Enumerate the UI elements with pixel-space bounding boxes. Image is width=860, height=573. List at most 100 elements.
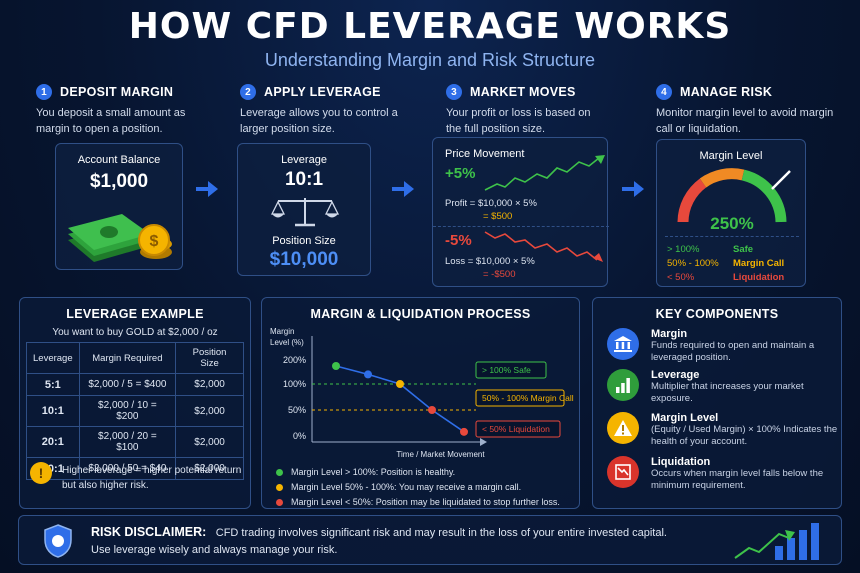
disclaimer-label: RISK DISCLAIMER: (91, 525, 207, 539)
step-number: 4 (656, 84, 672, 100)
table-row: 50:1 $2,000 / 50 = $40 $2,000 (26, 457, 244, 480)
margin-level-value: 250% (710, 214, 754, 233)
data-point (428, 406, 436, 414)
table-cell: $2,000 (175, 457, 244, 480)
account-balance-value: $1,000 (89, 171, 149, 192)
down-trend-icon (607, 456, 639, 488)
component-title: Leverage (651, 369, 700, 381)
step-title: MANAGE RISK (680, 85, 773, 99)
margin-level-line (335, 365, 465, 433)
table-header: Leverage (26, 342, 80, 374)
table-cell: $2,000 (175, 426, 244, 458)
component-margin-level: Margin Level (Equity / Used Margin) × 100… (607, 412, 847, 449)
profit-formula: Profit = $10,000 × 5% (445, 198, 537, 209)
table-row: 20:1 $2,000 / 20 = $100 $2,000 (26, 426, 244, 458)
price-movement-title: Price Movement (445, 148, 525, 160)
profit-result: = $500 (483, 211, 513, 222)
component-title: Liquidation (651, 456, 711, 468)
step-number: 3 (446, 84, 462, 100)
gauge-range-safe: > 100% (667, 244, 700, 255)
axis-arrow-icon (480, 438, 487, 446)
table-cell: 5:1 (26, 373, 80, 396)
table-cell: $2,000 / 10 = $200 (78, 395, 177, 427)
warning-icon (607, 412, 639, 444)
component-title: Margin Level (651, 412, 719, 424)
disclaimer-text-line2: Use leverage wisely and always manage yo… (91, 544, 338, 556)
loss-formula: Loss = $10,000 × 5% (445, 256, 535, 267)
step-title: DEPOSIT MARGIN (60, 85, 174, 99)
y-tick-label: 50% (288, 405, 306, 415)
gauge-range-liquidation: < 50% (667, 272, 695, 283)
disclaimer-text: CFD trading involves significant risk an… (215, 527, 667, 539)
step-description: Monitor margin level to avoid margin cal… (656, 107, 834, 135)
process-title: MARGIN & LIQUIDATION PROCESS (310, 307, 531, 321)
alert-icon: ! (30, 462, 52, 484)
table-cell: 20:1 (26, 426, 80, 458)
margin-gauge (677, 168, 791, 223)
yellow-dot-icon (276, 483, 283, 491)
step-title: MARKET MOVES (470, 85, 576, 99)
table-row: 5:1 $2,000 / 5 = $400 $2,000 (26, 373, 244, 396)
table-cell: $2,000 / 5 = $400 (78, 373, 177, 396)
position-size-label: Position Size (272, 235, 336, 247)
table-header: Margin Required (78, 342, 177, 374)
scale-icon (270, 198, 340, 227)
arrow-right-icon (622, 181, 644, 197)
bank-icon (607, 328, 639, 360)
step-number: 1 (36, 84, 52, 100)
down-trend-icon (484, 231, 603, 262)
threshold-tag-box (475, 420, 561, 438)
gauge-status-margin-call: Margin Call (733, 258, 785, 269)
component-margin: Margin Funds required to open and maintai… (607, 328, 847, 365)
leverage-example-intro: You want to buy GOLD at $2,000 / oz (52, 327, 218, 338)
loss-percent: -5% (445, 232, 472, 249)
step-description: Leverage allows you to control a larger … (240, 107, 398, 135)
leverage-label: Leverage (281, 154, 327, 166)
key-components-title: KEY COMPONENTS (655, 307, 779, 321)
up-trend-icon (484, 155, 605, 191)
data-point (332, 362, 340, 370)
red-dot-icon (276, 498, 283, 506)
y-axis-label: Margin (270, 327, 294, 336)
table-header: Position Size (175, 342, 244, 374)
risk-disclaimer: RISK DISCLAIMER: CFD trading involves si… (18, 515, 842, 565)
legend-item: Margin Level > 100%: Position is healthy… (276, 467, 560, 477)
component-title: Margin (651, 328, 688, 340)
loss-result: = -$500 (483, 269, 516, 280)
margin-level-chart: Margin Level (%) 200% 100% 50% 0% > 100% Saf… (270, 327, 574, 446)
growth-chart-icon (734, 523, 819, 560)
component-description: Multiplier that increases your market ex… (651, 381, 804, 405)
data-point (396, 380, 404, 388)
margin-level-title: Margin Level (699, 150, 763, 162)
divider (665, 236, 799, 237)
table-cell: $2,000 (175, 395, 244, 427)
margin-process-panel: MARGIN & LIQUIDATION PROCESS Margin Leve… (261, 297, 580, 509)
legend-item: Margin Level < 50%: Position may be liqu… (276, 497, 560, 507)
component-description: Occurs when margin level falls below the… (651, 468, 824, 492)
step-title: APPLY LEVERAGE (264, 85, 381, 99)
leverage-card: Leverage 10:1 Position Size $10,000 (237, 143, 371, 276)
threshold-tag: < 50% Liquidation (482, 424, 550, 434)
margin-level-card: Margin Level 250% > 100% Safe 50% - 100%… (656, 139, 806, 287)
arrow-right-icon (196, 181, 218, 197)
y-tick-label: 0% (293, 431, 306, 441)
leverage-example-title: LEVERAGE EXAMPLE (66, 307, 204, 321)
divider (433, 226, 609, 227)
page-title: HOW CFD LEVERAGE WORKS (128, 6, 732, 47)
step-market-moves: 3 MARKET MOVES Your profit or loss is bas… (446, 84, 646, 138)
leverage-ratio: 10:1 (284, 169, 324, 190)
key-components-panel: KEY COMPONENTS Margin Funds required to o… (592, 297, 842, 509)
component-leverage: Leverage Multiplier that increases your m… (607, 369, 847, 406)
component-description: Funds required to open and maintain a le… (651, 340, 815, 364)
bar-chart-icon (607, 369, 639, 401)
leverage-note: Higher leverage = higher potential retur… (62, 465, 242, 491)
gauge-status-safe: Safe (733, 244, 754, 255)
market-moves-card: Price Movement +5% Profit = $10,000 × 5%… (432, 137, 609, 287)
shield-icon (44, 524, 72, 558)
leverage-table: Leverage Margin Required Position Size 5… (26, 342, 244, 480)
green-dot-icon (276, 468, 283, 476)
legend-item: Margin Level 50% - 100%: You may receive… (276, 482, 560, 492)
step-number: 2 (240, 84, 256, 100)
page-subtitle: Understanding Margin and Risk Structure (264, 50, 596, 70)
threshold-tag-box (475, 389, 565, 407)
